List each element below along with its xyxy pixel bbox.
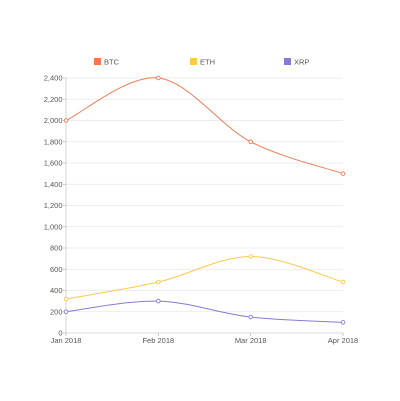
data-point[interactable] [63,309,69,315]
series-btc [63,75,346,176]
data-point[interactable] [63,296,69,302]
data-point[interactable] [156,298,161,304]
data-point[interactable] [156,75,161,81]
series-line [65,255,344,300]
y-tick-label: 1,800 [44,137,63,146]
data-point[interactable] [340,279,346,285]
legend-swatch [284,58,291,65]
y-tick-label: 2,400 [44,74,63,83]
legend-item-xrp[interactable]: XRP [284,58,309,67]
series-line [65,300,344,323]
y-tick-label: 2,000 [44,116,63,125]
y-tick-label: 1,600 [44,159,63,168]
y-tick-label: 1,200 [44,201,63,210]
y-tick-label: 1,400 [44,180,63,189]
x-tick-label: Mar 2018 [235,336,267,345]
y-tick-label: 600 [50,265,63,274]
y-tick-label: 400 [50,286,63,295]
data-point[interactable] [156,279,161,285]
legend-item-btc[interactable]: BTC [94,58,120,67]
legend-item-eth[interactable]: ETH [190,58,215,67]
data-point[interactable] [63,118,69,123]
series-xrp [63,298,346,325]
series [63,75,346,325]
y-tick-label: 200 [50,307,63,316]
legend-swatch [190,58,197,65]
x-tick-label: Feb 2018 [142,336,174,345]
legend: BTC ETH XRP [94,58,309,67]
legend-label: ETH [200,58,215,67]
y-tick-label: 2,200 [44,95,63,104]
x-tick-label: Jan 2018 [51,336,82,345]
grid [66,77,343,313]
legend-label: BTC [104,58,120,67]
data-point[interactable] [340,320,346,325]
legend-label: XRP [294,58,309,67]
data-point[interactable] [248,254,253,259]
axes: 0 200 400 600 800 1,000 1,200 1,400 1,600 1,800 2,… [44,74,359,345]
series-eth [63,254,346,302]
series-line [65,77,344,175]
data-point[interactable] [248,314,253,320]
x-tick-label: Apr 2018 [328,336,358,345]
data-point[interactable] [248,139,253,144]
y-tick-label: 0 [58,329,62,338]
y-tick-label: 800 [50,244,63,253]
legend-swatch [94,58,101,65]
data-point[interactable] [340,171,346,176]
y-tick-label: 1,000 [44,222,63,231]
